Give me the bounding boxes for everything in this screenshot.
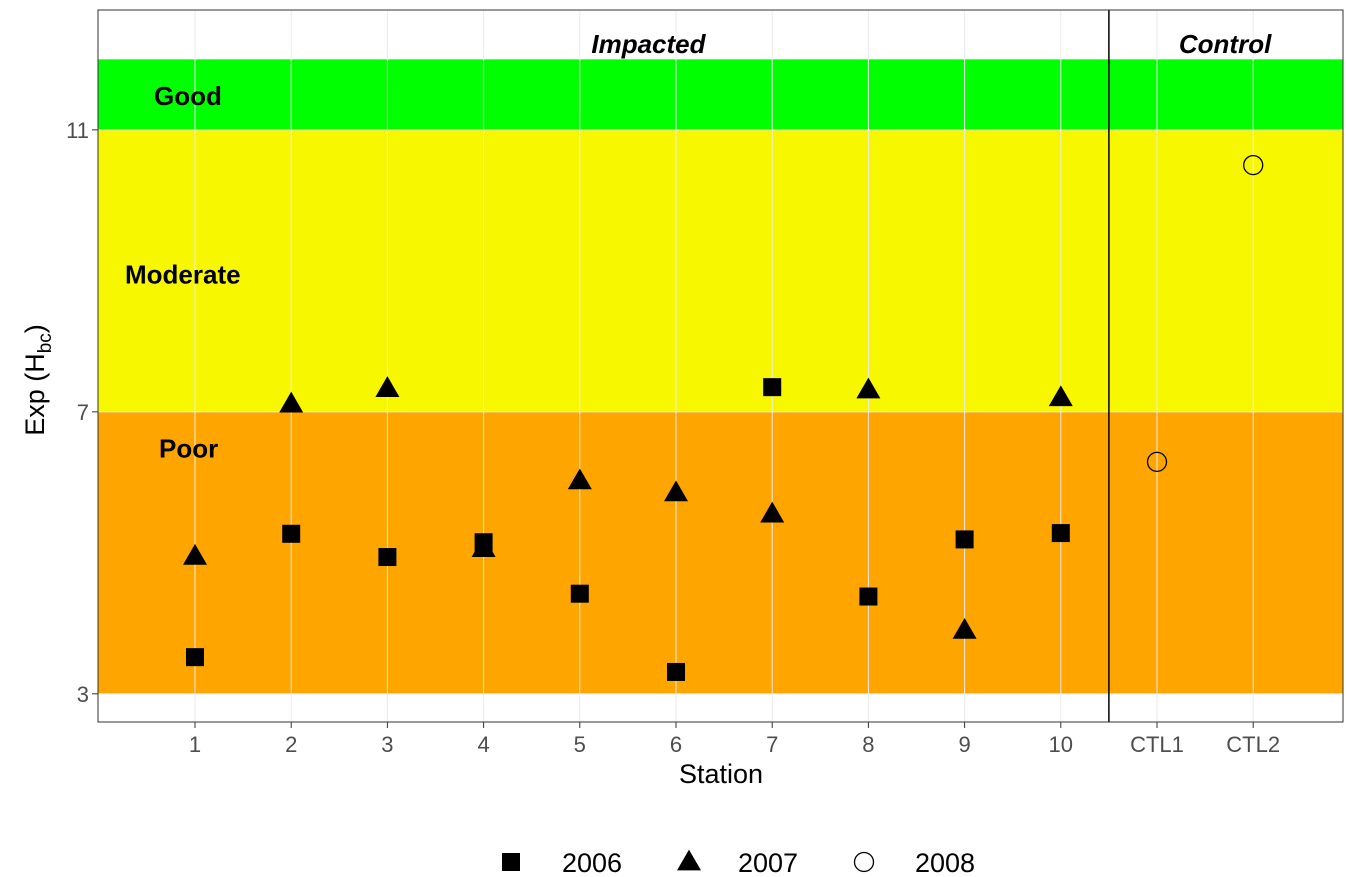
point-2006-3 [378,548,397,567]
x-tick-label-2: 2 [285,732,297,757]
point-2007-7 [760,501,785,523]
legend-key-2008 [853,851,875,873]
point-2006-7 [763,378,782,397]
band-moderate [98,129,1343,412]
point-2007-1 [183,543,207,565]
x-tick-label-1: 1 [189,732,201,757]
band-label-poor: Poor [159,433,218,463]
y-tick-label-7: 7 [77,400,89,425]
y-axis-title-main: Exp (H [20,353,50,436]
x-tick-label-9: 9 [958,732,970,757]
x-tick-label-ctl2: CTL2 [1226,732,1280,757]
point-2006-6 [667,662,685,681]
band-poor [98,411,1343,694]
point-2006-5 [570,584,589,603]
x-tick-label-ctl1: CTL1 [1130,732,1184,757]
point-2007-8 [856,377,881,399]
group-label-impacted: Impacted [591,29,706,59]
y-tick-label-3: 3 [77,682,89,707]
point-2006-10 [1051,524,1070,543]
y-axis-title-subscript: bc [35,333,56,353]
legend: 2006 2007 2008 [502,848,975,877]
group-label-control: Control [1179,29,1272,59]
panel-border [97,9,1344,723]
x-tick-label-8: 8 [862,732,874,757]
point-2006-2 [282,524,301,543]
band-label-good: Good [154,81,222,111]
grid-layer [98,10,1343,722]
x-axis-title: Station [679,759,763,789]
point-2007-5 [567,468,592,490]
point-2007-3 [375,376,400,397]
band-good [98,59,1343,130]
point-2007-4 [471,536,496,557]
point-2007-9 [952,617,977,639]
point-2007-6 [664,480,688,502]
point-2007-2 [279,391,304,413]
x-tick-label-10: 10 [1049,732,1073,757]
point-2008-ctl2 [1243,154,1264,176]
band-label-layer: Good Moderate Poor [125,81,241,463]
point-2008-ctl1 [1146,451,1168,473]
points-layer [183,154,1264,681]
band-layer [98,10,1343,722]
point-2007-10 [1048,385,1073,407]
x-tick-label-7: 7 [766,732,778,757]
x-tick-label-6: 6 [670,732,682,757]
y-axis-title: Exp (Hbc) [20,324,56,436]
legend-label-2006: 2006 [562,848,622,877]
x-tick-label-4: 4 [477,732,489,757]
point-2006-8 [859,587,878,606]
group-layer: Impacted Control [591,10,1272,722]
point-2006-1 [186,648,204,667]
y-tick-label-11: 11 [66,118,89,143]
x-tick-label-3: 3 [381,732,393,757]
point-2006-9 [955,530,974,549]
legend-label-2008: 2008 [915,848,975,877]
legend-key-2007 [677,849,701,871]
band-label-moderate: Moderate [125,259,241,289]
y-axis-title-close: ) [20,324,50,333]
legend-key-2006 [502,853,520,871]
x-tick-label-5: 5 [574,732,586,757]
legend-label-2007: 2007 [738,848,798,877]
